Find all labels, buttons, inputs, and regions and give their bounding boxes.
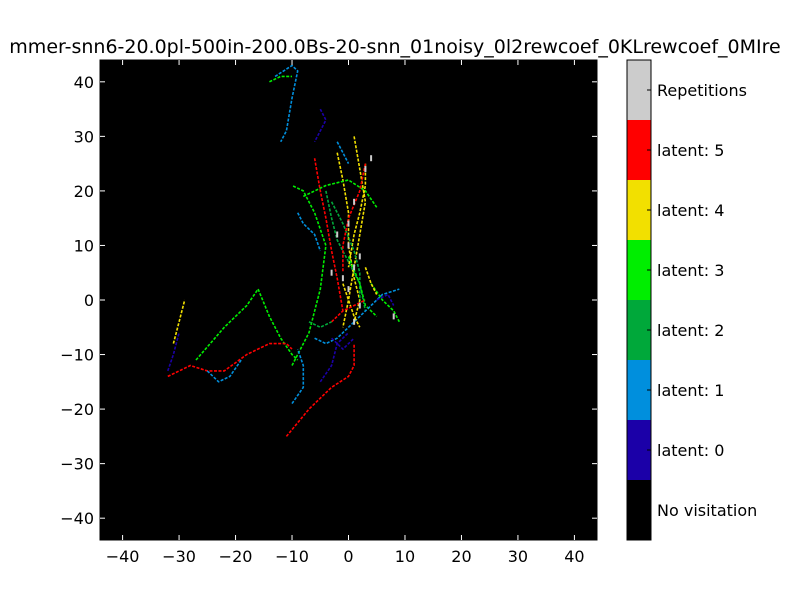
repetition-mark <box>347 242 350 249</box>
x-tick-label: 30 <box>508 547 528 566</box>
colorbar-label: latent: 4 <box>657 201 724 220</box>
colorbar-label: latent: 1 <box>657 381 724 400</box>
trajectory-latent-0 <box>319 332 350 383</box>
trajectory-latent-3 <box>291 184 327 366</box>
repetition-mark <box>358 253 361 260</box>
colorbar-label: latent: 3 <box>657 261 724 280</box>
trajectory-latent-1 <box>336 141 350 164</box>
trajectory-latent-4 <box>342 283 361 328</box>
trajectory-latent-0 <box>167 332 180 372</box>
x-tick-label: −20 <box>219 547 253 566</box>
repetition-mark <box>353 198 356 205</box>
colorbar: Repetitions latent: 5 latent: 4 latent: 3 la… <box>626 59 757 541</box>
trajectory-latent-0 <box>331 337 355 350</box>
trajectory-latent-5 <box>313 158 344 312</box>
y-tick-label: 20 <box>74 182 94 201</box>
x-tick-label: 0 <box>343 547 353 566</box>
trajectory-latent-4 <box>364 267 378 295</box>
repetition-mark <box>341 275 344 282</box>
repetition-mark <box>347 220 350 227</box>
colorbar-label: No visitation <box>657 501 757 520</box>
trajectory-latent-1 <box>274 64 299 143</box>
x-tick-label: −10 <box>275 547 309 566</box>
trajectory-latent-3 <box>370 283 401 323</box>
y-tick-label: 40 <box>74 73 94 92</box>
trajectory-latent-3 <box>269 75 292 83</box>
repetition-mark <box>336 231 339 238</box>
trajectory-latent-1 <box>206 359 242 383</box>
chart-title: mmer-snn6-20.0pl-500in-200.0Bs-20-snn_01… <box>9 36 780 58</box>
trajectory-latent-4 <box>347 163 367 268</box>
colorbar-label: latent: 5 <box>657 141 724 160</box>
colorbar-label: latent: 0 <box>657 441 724 460</box>
repetition-mark <box>370 155 373 162</box>
x-tick-label: 10 <box>395 547 415 566</box>
y-tick-label: 30 <box>74 127 94 146</box>
y-axis: 40 30 20 10 0 −10 −20 −30 −40 <box>60 73 597 528</box>
trajectory-latent-5 <box>285 343 355 437</box>
trajectory-latent-5 <box>342 163 367 273</box>
y-tick-label: 0 <box>84 291 94 310</box>
repetition-mark <box>358 302 361 309</box>
y-tick-label: −40 <box>60 509 94 528</box>
colorbar-label: Repetitions <box>657 81 747 100</box>
x-tick-label: 40 <box>564 547 584 566</box>
y-tick-label: 10 <box>74 236 94 255</box>
trajectory-latent-1 <box>296 212 322 252</box>
y-tick-label: −20 <box>60 400 94 419</box>
repetition-mark <box>347 286 350 293</box>
repetition-mark <box>353 264 356 271</box>
trajectory-latent-0 <box>313 108 327 143</box>
y-tick-label: −30 <box>60 455 94 474</box>
repetition-mark <box>330 269 333 276</box>
repetition-layer <box>330 155 395 325</box>
x-tick-label: 20 <box>451 547 471 566</box>
repetition-mark <box>392 313 395 320</box>
trajectory-latent-1 <box>314 288 400 345</box>
repetition-mark <box>364 166 367 173</box>
colorbar-label: latent: 2 <box>657 321 724 340</box>
x-tick-label: −40 <box>106 547 140 566</box>
plot-area <box>99 59 598 541</box>
trajectory-latent-5 <box>167 342 293 378</box>
trajectory-latent-2 <box>308 321 332 329</box>
colorbar-border <box>626 59 652 541</box>
x-tick-label: −30 <box>162 547 196 566</box>
trajectory-latent-0 <box>376 293 395 306</box>
y-tick-label: −10 <box>60 346 94 365</box>
trajectory-latent-4 <box>342 136 367 328</box>
repetition-mark <box>353 318 356 325</box>
trajectory-latent-3 <box>195 288 299 361</box>
x-axis: −40 −30 −20 −10 0 10 20 30 40 <box>106 60 585 566</box>
trajectory-latent-1 <box>291 348 305 405</box>
trajectory-latent-4 <box>172 299 186 344</box>
